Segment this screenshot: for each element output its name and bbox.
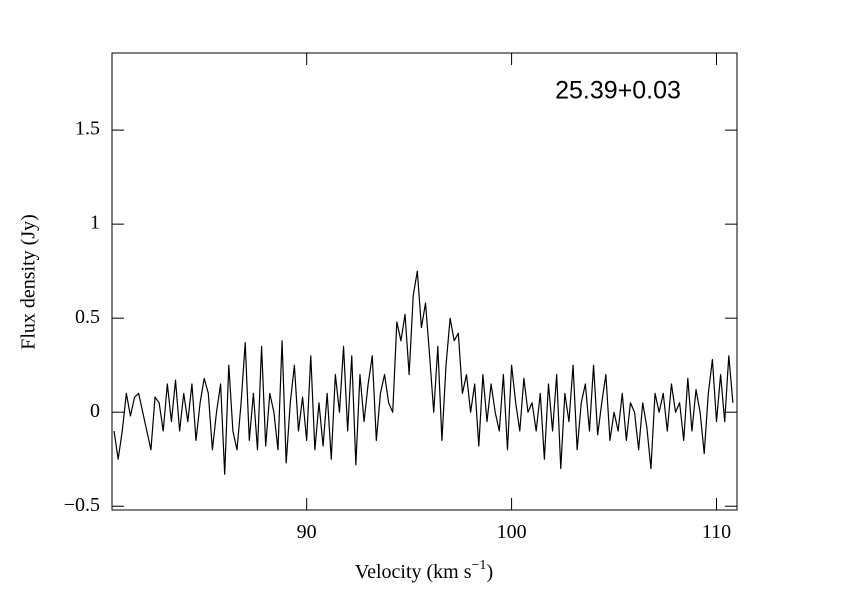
- y-tick-label: 1.5: [75, 118, 100, 140]
- x-tick-label: 100: [497, 521, 527, 543]
- x-axis-title-main: Velocity (km s: [355, 561, 472, 583]
- x-axis-title: Velocity (km s−1): [355, 558, 493, 583]
- y-tick-label: 0: [90, 400, 100, 422]
- annotation: 25.39+0.03: [555, 77, 681, 105]
- x-tick-label: 90: [297, 521, 317, 543]
- x-tick-label: 110: [702, 521, 731, 543]
- y-tick-label: −0.5: [64, 494, 100, 516]
- y-tick-label: 0.5: [75, 306, 100, 328]
- spectrum-line: [113, 270, 734, 475]
- x-axis-title-sup: −1: [472, 558, 487, 573]
- y-axis-title: Flux density (Jy): [18, 214, 40, 350]
- x-axis-title-end: ): [486, 561, 493, 583]
- y-tick-label: 1: [90, 212, 100, 234]
- plot-frame: [111, 52, 738, 511]
